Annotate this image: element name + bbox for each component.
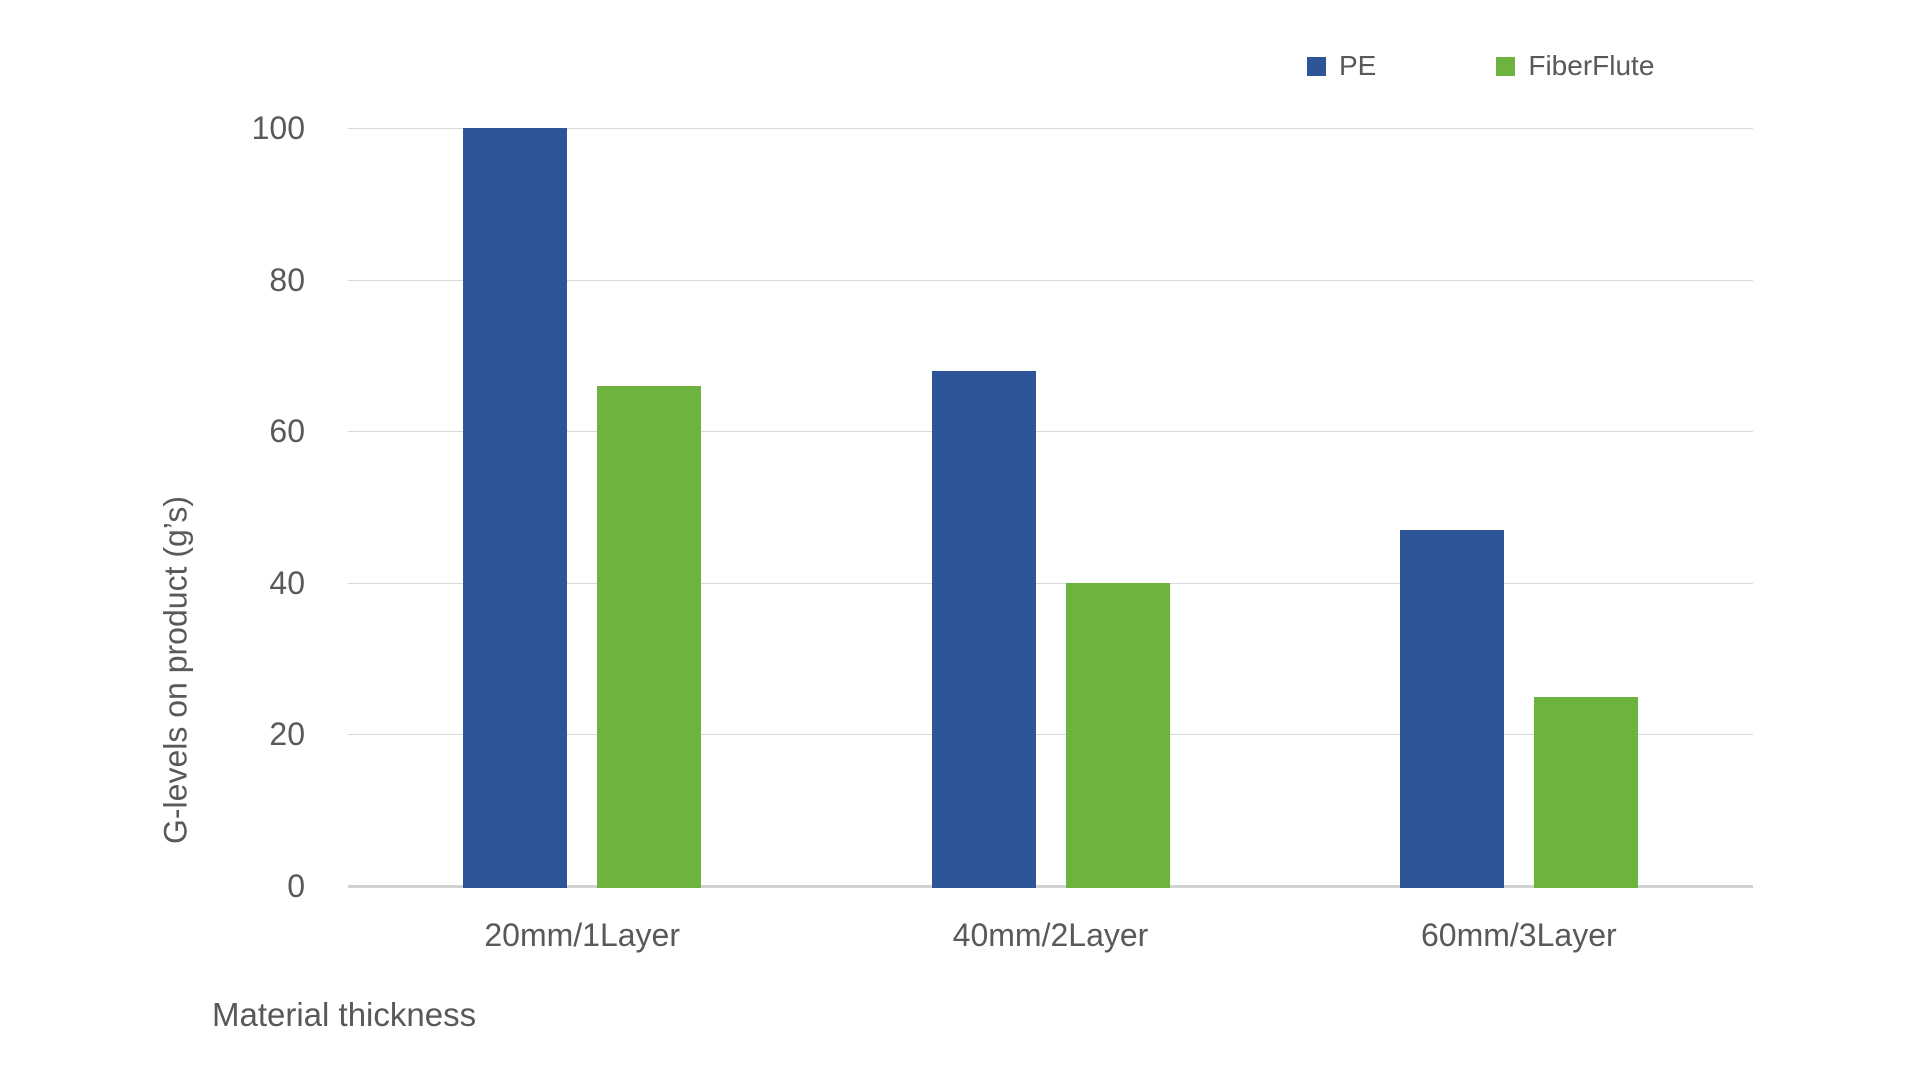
gridline: [348, 734, 1753, 736]
legend-item-fiberflute: FiberFlute: [1496, 50, 1654, 82]
bar-fiberflute-1: [597, 385, 702, 888]
x-category-label: 60mm/3Layer: [1421, 917, 1617, 953]
x-axis-line: [348, 885, 1753, 888]
y-tick-label: 60: [269, 413, 305, 450]
x-axis-title: Material thickness: [212, 996, 477, 1033]
legend-label: FiberFlute: [1528, 50, 1655, 81]
gridline: [348, 582, 1753, 584]
y-tick-label: 40: [269, 564, 305, 601]
legend: PE FiberFlute: [1307, 50, 1654, 82]
gridline: [348, 431, 1753, 433]
bar-pe-2: [931, 370, 1036, 888]
legend-label: PE: [1339, 50, 1377, 81]
y-tick-label: 0: [287, 868, 305, 904]
y-axis-title: G-levels on product (g’s): [157, 496, 194, 844]
plot-area: [348, 128, 1753, 888]
y-tick-label: 100: [251, 110, 305, 146]
gridline: [348, 279, 1753, 281]
bar-fiberflute-2: [1065, 582, 1170, 888]
bar-pe-1: [463, 128, 568, 888]
x-category-label: 40mm/2Layer: [952, 917, 1149, 953]
x-category-label: 20mm/1Layer: [484, 917, 680, 953]
legend-swatch-fiberflute: [1496, 56, 1516, 76]
y-tick-label: 80: [269, 261, 305, 298]
bar-pe-3: [1399, 529, 1504, 888]
y-tick-label: 20: [269, 716, 305, 753]
bar-fiberflute-3: [1533, 696, 1638, 888]
legend-swatch-pe: [1307, 56, 1326, 76]
gridline: [348, 128, 1753, 129]
legend-item-pe: PE: [1307, 50, 1376, 82]
